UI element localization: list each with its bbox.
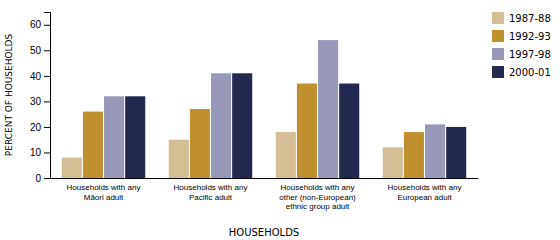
legend: 1987-88 1992-93 1997-98 2000-01 (492, 12, 551, 78)
x-axis: Households with anyMāori adultHouseholds… (51, 179, 479, 212)
bar (297, 84, 317, 178)
x-tick: Households with anyEuropean adult (388, 183, 462, 202)
legend-item: 1992-93 (492, 30, 551, 42)
y-axis-title: PERCENT OF HOUSEHOLDS (4, 33, 14, 156)
y-tick: 10 (30, 147, 50, 158)
y-tick-label: 60 (30, 19, 42, 30)
bar (404, 132, 424, 178)
x-tick: Households with anyPacific adult (174, 183, 248, 202)
y-tick: 20 (30, 122, 50, 133)
x-tick-label-line: European adult (397, 193, 452, 202)
y-tick-mark (44, 178, 50, 179)
bar (211, 73, 231, 178)
legend-label: 1997-98 (509, 49, 551, 60)
y-tick: 50 (30, 45, 50, 56)
y-tick-label: 30 (30, 96, 42, 107)
y-tick: 30 (30, 96, 50, 107)
bar (425, 124, 445, 178)
bar-series (104, 40, 445, 178)
bar (190, 109, 210, 178)
x-tick-label: Households with anyEuropean adult (388, 183, 462, 202)
y-tick-label: 20 (30, 122, 42, 133)
x-tick-label-line: Households with any (388, 183, 462, 192)
legend-swatch (492, 30, 504, 42)
y-tick-mark (44, 101, 50, 102)
y-tick: 60 (30, 19, 50, 30)
bar (339, 84, 359, 178)
y-axis: 0 10 20 30 40 50 60 (30, 13, 51, 184)
x-tick-label-line: Māori adult (84, 193, 124, 202)
legend-label: 2000-01 (509, 67, 551, 78)
y-tick-mark (44, 152, 50, 153)
bar (276, 132, 296, 178)
x-tick-label-line: other (non-European) (279, 193, 356, 202)
x-axis-line (51, 178, 479, 179)
legend-swatch (492, 48, 504, 60)
plot-area: 0102030405060Households with anyMāori ad… (30, 13, 479, 212)
y-tick-label: 10 (30, 147, 42, 158)
y-tick-mark (44, 76, 50, 77)
bar (232, 73, 252, 178)
bar (383, 147, 403, 178)
bar (318, 40, 338, 178)
y-tick-label: 40 (30, 71, 42, 82)
legend-label: 1987-88 (509, 13, 551, 24)
bars (62, 40, 466, 178)
y-tick-label: 0 (35, 173, 41, 184)
legend-item: 2000-01 (492, 66, 551, 78)
bar (169, 140, 189, 178)
legend-swatch (492, 12, 504, 24)
x-tick: Households with anyMāori adult (67, 183, 141, 202)
bar (125, 96, 145, 178)
x-axis-title: HOUSEHOLDS (229, 227, 299, 238)
bar (104, 96, 124, 178)
bar (83, 112, 103, 178)
legend-item: 1987-88 (492, 12, 551, 24)
bar (446, 127, 466, 178)
x-tick-label-line: Households with any (281, 183, 355, 192)
legend-label: 1992-93 (509, 31, 551, 42)
legend-item: 1997-98 (492, 48, 551, 60)
chart: 0102030405060Households with anyMāori ad… (0, 0, 560, 240)
x-tick-label-line: Households with any (67, 183, 141, 192)
y-tick: 40 (30, 71, 50, 82)
y-tick-mark (44, 127, 50, 128)
x-tick-label: Households with anyother (non-European)e… (279, 183, 356, 211)
x-tick: Households with anyother (non-European)e… (279, 183, 356, 211)
x-tick-label: Households with anyPacific adult (174, 183, 248, 202)
bar-series (83, 84, 424, 178)
y-tick: 0 (35, 173, 50, 184)
legend-swatch (492, 66, 504, 78)
y-tick-mark (44, 50, 50, 51)
y-tick-label: 50 (30, 45, 42, 56)
bar (62, 158, 82, 178)
x-tick-label-line: Households with any (174, 183, 248, 192)
y-axis-line (44, 13, 51, 179)
y-tick-mark (44, 25, 50, 26)
x-tick-label-line: ethnic group adult (286, 202, 350, 211)
x-tick-label-line: Pacific adult (189, 193, 233, 202)
x-tick-label: Households with anyMāori adult (67, 183, 141, 202)
bar-series (125, 73, 466, 178)
